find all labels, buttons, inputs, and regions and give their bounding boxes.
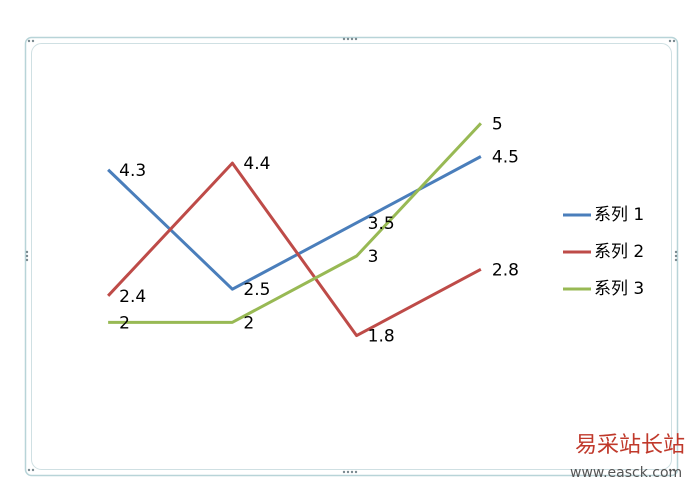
chart-frame: [24, 36, 679, 477]
plot-frame: [31, 43, 672, 470]
data-label: 4.5: [492, 148, 519, 168]
data-label: 2.5: [243, 280, 270, 300]
data-label: 4.4: [243, 154, 270, 174]
legend-label: 系列 3: [594, 279, 644, 299]
data-label: 3.5: [368, 214, 395, 234]
data-label: 4.3: [119, 161, 146, 181]
data-label: 5: [492, 114, 503, 134]
resize-handles: [25, 37, 678, 474]
data-label: 2: [119, 313, 130, 333]
watermark-url: www.easck.com: [570, 465, 682, 481]
legend-label: 系列 1: [594, 205, 644, 225]
data-label: 2.8: [492, 260, 519, 280]
data-label: 2.4: [119, 287, 146, 307]
data-label: 2: [243, 313, 254, 333]
data-label: 1.8: [368, 327, 395, 347]
series-line: [107, 161, 482, 338]
legend-label: 系列 2: [594, 242, 644, 262]
series-line: [108, 122, 482, 324]
watermark-title: 易采站长站: [575, 433, 685, 458]
data-label: 3: [368, 247, 379, 267]
